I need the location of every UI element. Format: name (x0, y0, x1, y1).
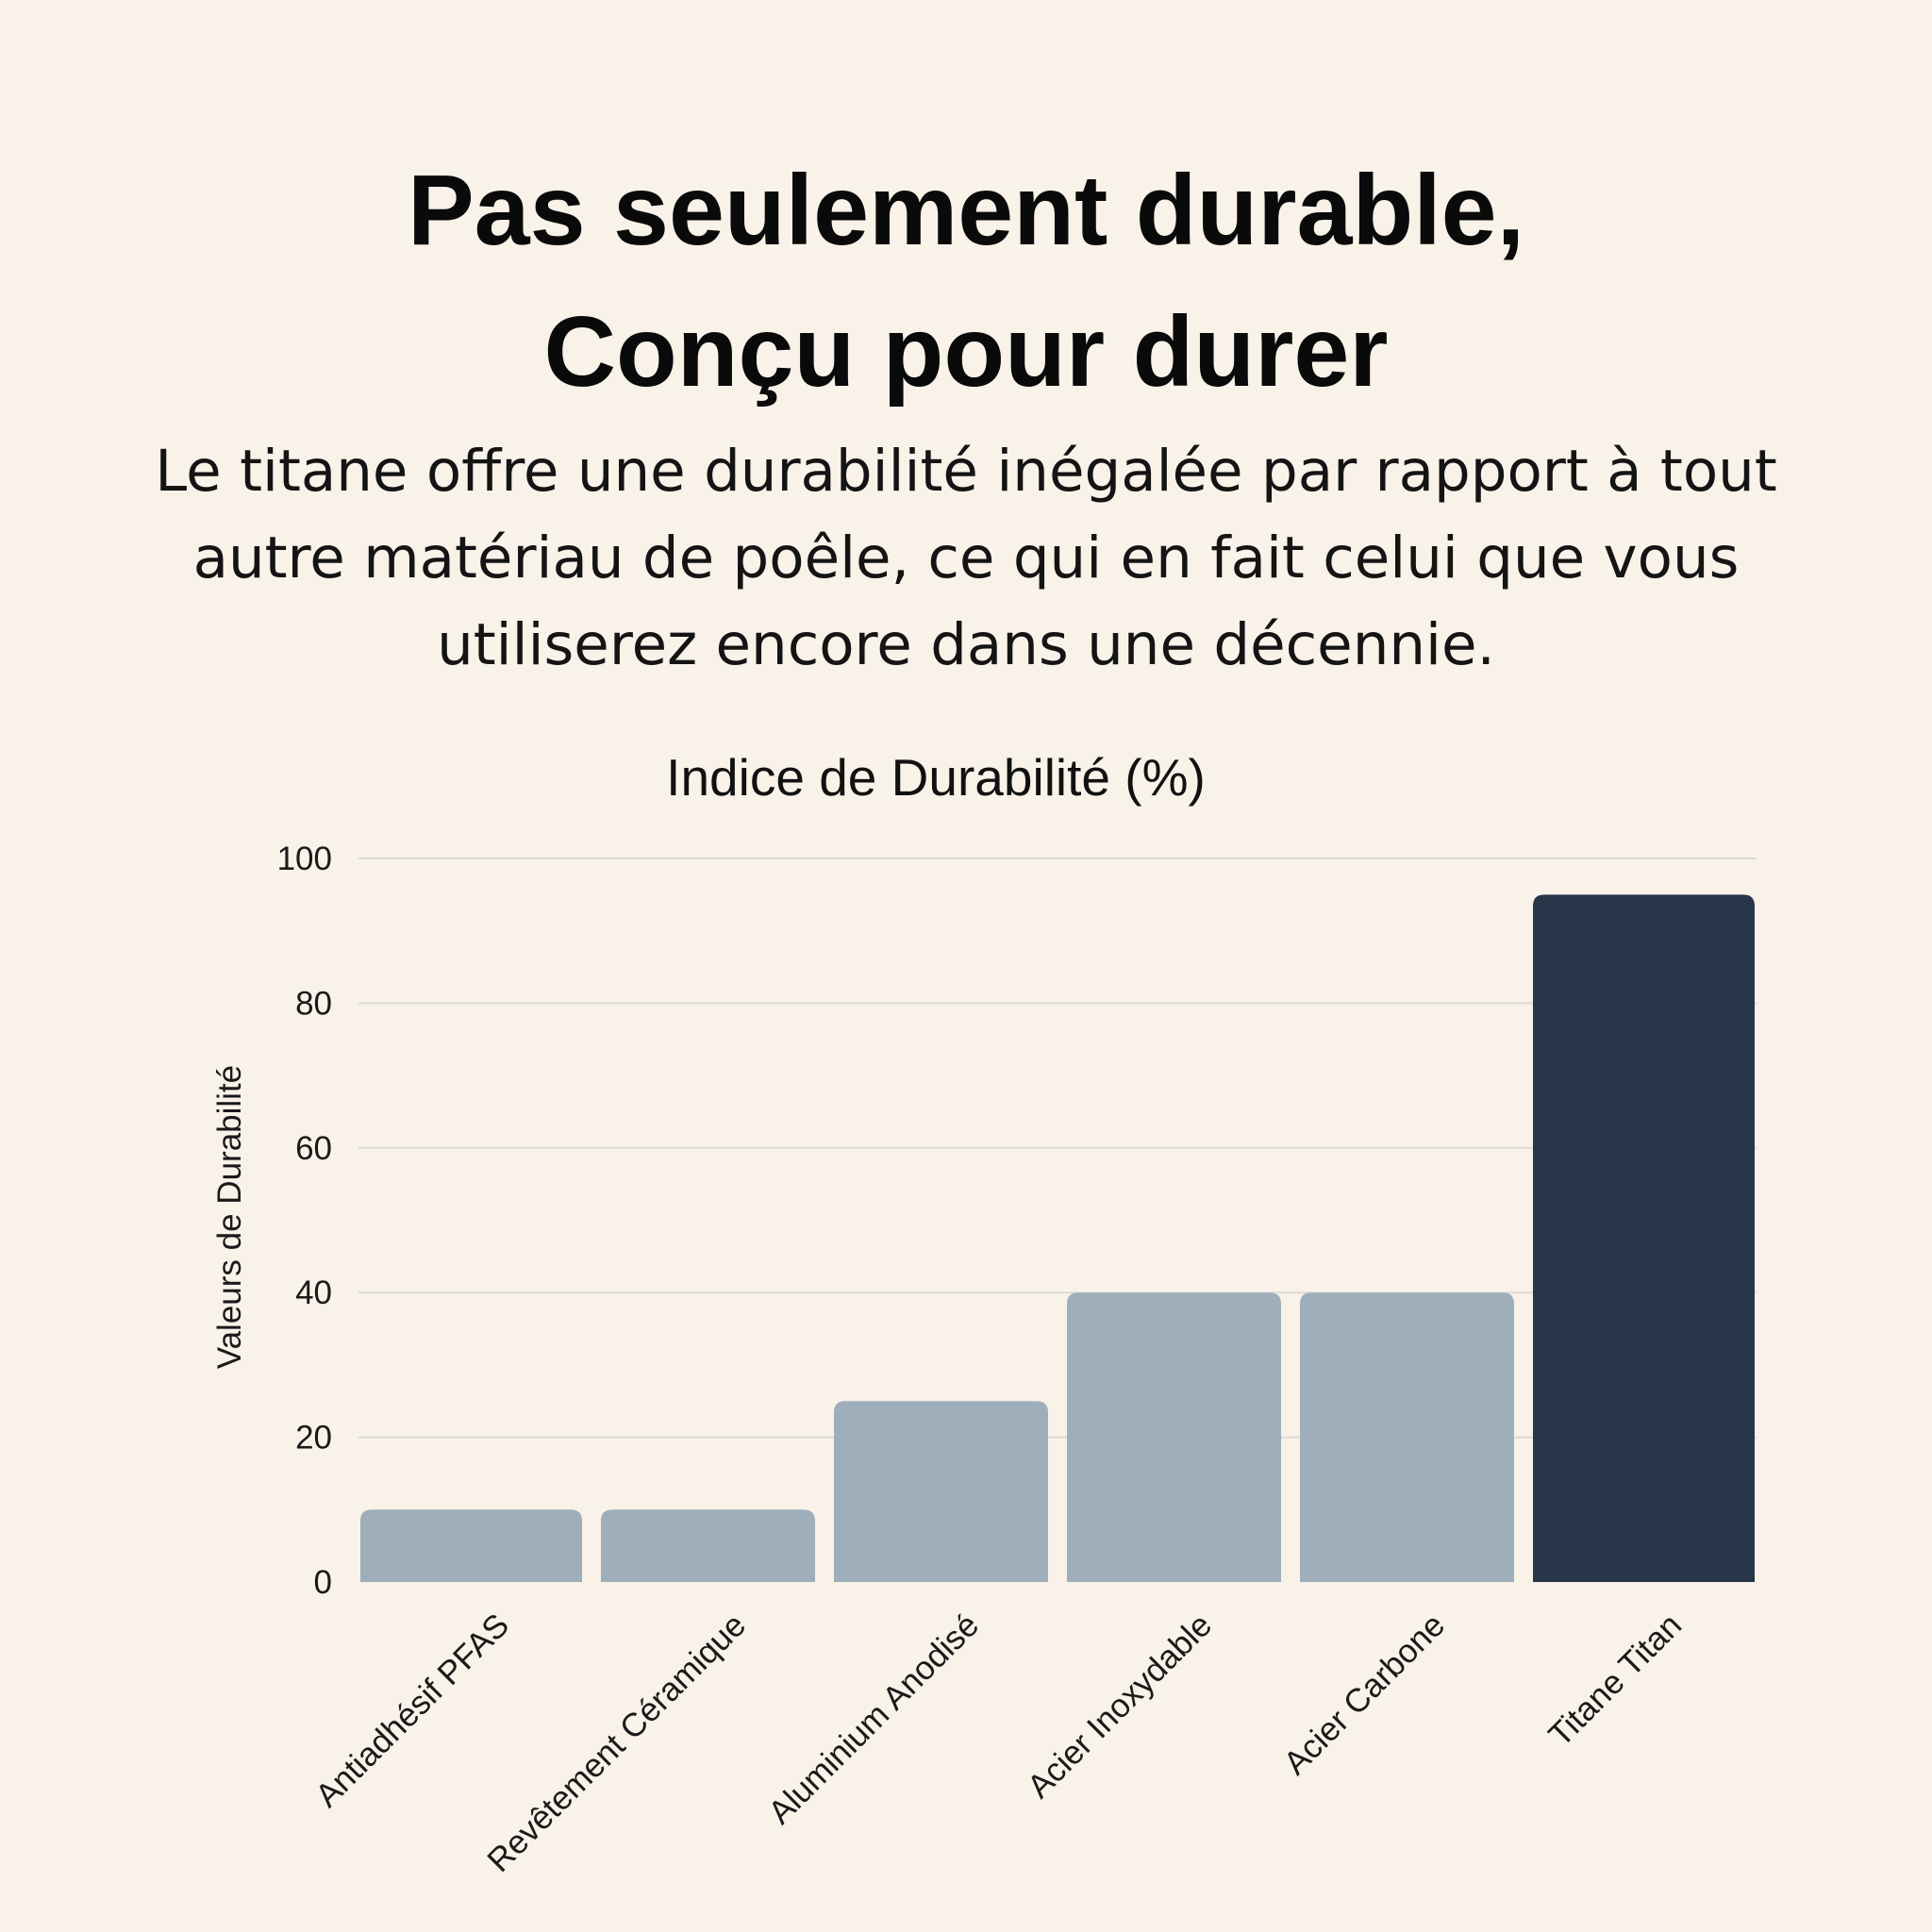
bar-5 (1533, 894, 1755, 1582)
y-tick-label: 100 (277, 841, 332, 877)
subtitle-line-2: autre matériau de poêle, ce qui en fait … (192, 525, 1740, 591)
headline-line-2: Conçu pour durer (543, 296, 1389, 408)
y-tick-label: 80 (295, 985, 332, 1022)
headline: Pas seulement durable, Conçu pour durer (0, 140, 1932, 423)
x-tick-label: Revêtement Céramique (480, 1607, 753, 1879)
y-axis-label: Valeurs de Durabilité (211, 1065, 248, 1369)
y-tick-label: 20 (295, 1420, 332, 1457)
subtitle: Le titane offre une durabilité inégalée … (117, 428, 1815, 689)
subtitle-line-3: utiliserez encore dans une décennie. (437, 611, 1495, 678)
bar-4 (1300, 1292, 1514, 1582)
x-tick-label: Acier Inoxydable (1021, 1607, 1220, 1806)
x-tick-label: Acier Carbone (1276, 1607, 1452, 1782)
x-tick-label: Titane Titan (1541, 1607, 1689, 1754)
x-tick-label: Antiadhésif PFAS (308, 1607, 516, 1814)
y-tick-label: 40 (295, 1274, 332, 1311)
x-tick-label: Aluminium Anodisé (761, 1607, 986, 1831)
chart-bars (360, 894, 1755, 1582)
bar-2 (834, 1401, 1048, 1582)
headline-line-1: Pas seulement durable, (407, 155, 1525, 266)
bar-0 (360, 1509, 582, 1582)
y-tick-label: 0 (314, 1564, 332, 1601)
chart-title: Indice de Durabilité (%) (666, 748, 1206, 807)
bar-3 (1067, 1292, 1281, 1582)
bar-1 (601, 1509, 815, 1582)
subtitle-line-1: Le titane offre une durabilité inégalée … (155, 438, 1777, 505)
y-tick-label: 60 (295, 1130, 332, 1167)
y-axis-ticks: 0 20 40 60 80 100 (277, 841, 332, 1601)
chart-grid (358, 858, 1757, 1439)
